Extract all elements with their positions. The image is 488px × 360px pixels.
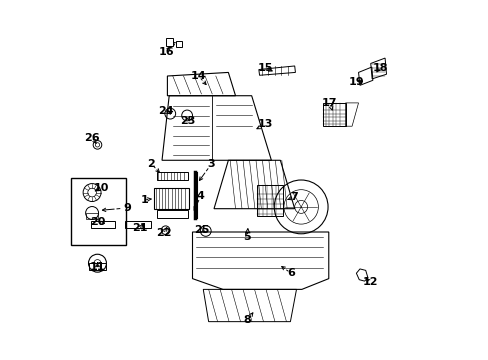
Bar	[323, 103, 345, 126]
Text: 25: 25	[193, 225, 209, 235]
Bar	[257, 185, 282, 216]
Text: 16: 16	[158, 46, 174, 57]
Bar	[70, 178, 126, 244]
Text: 14: 14	[190, 71, 206, 81]
Text: 12: 12	[362, 277, 377, 287]
Text: 11: 11	[89, 262, 105, 272]
Bar	[175, 41, 182, 47]
Text: 21: 21	[132, 224, 147, 233]
Text: 19: 19	[348, 77, 364, 87]
Text: 7: 7	[289, 192, 297, 202]
Text: 5: 5	[243, 232, 251, 242]
Bar	[154, 188, 189, 210]
Text: 22: 22	[156, 228, 171, 238]
Bar	[165, 39, 172, 45]
Text: 15: 15	[257, 63, 272, 73]
Text: 9: 9	[122, 203, 131, 213]
Bar	[91, 221, 115, 228]
Text: 20: 20	[90, 217, 106, 227]
Bar	[88, 263, 106, 270]
Text: 13: 13	[257, 120, 272, 129]
Bar	[156, 172, 188, 180]
Text: 17: 17	[322, 98, 337, 108]
Bar	[86, 213, 98, 220]
Text: 6: 6	[286, 268, 294, 278]
Text: 24: 24	[158, 106, 174, 116]
Text: 23: 23	[180, 116, 195, 126]
Text: 18: 18	[371, 63, 387, 73]
Text: 2: 2	[147, 159, 155, 169]
Text: 26: 26	[84, 133, 100, 143]
Text: 8: 8	[243, 315, 251, 325]
Text: 3: 3	[207, 159, 215, 169]
Bar	[125, 221, 150, 228]
Text: 10: 10	[93, 183, 108, 193]
Text: 1: 1	[140, 195, 148, 205]
Text: 4: 4	[196, 191, 204, 201]
Bar	[156, 210, 188, 218]
